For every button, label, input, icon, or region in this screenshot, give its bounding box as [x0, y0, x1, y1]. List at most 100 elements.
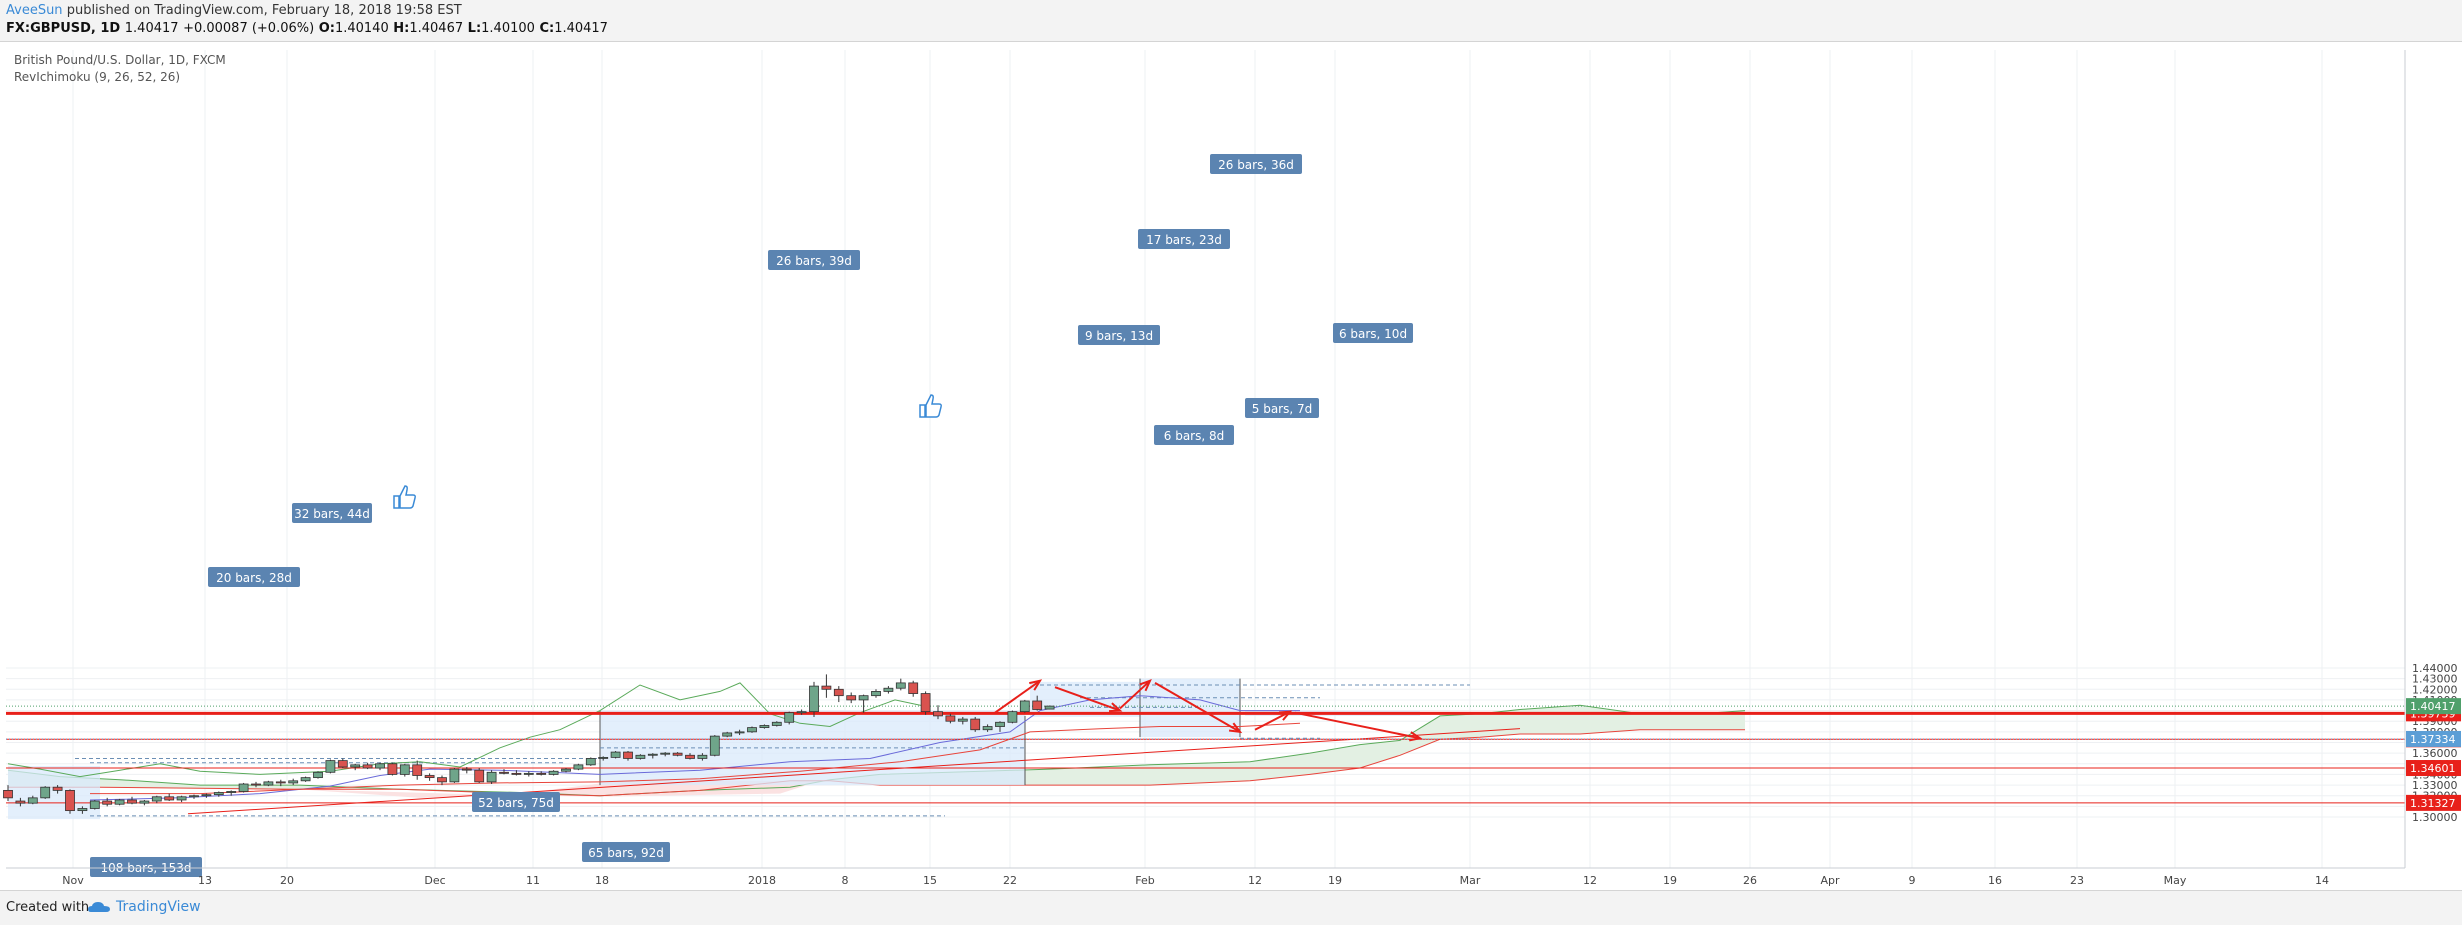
- candle-body: [3, 789, 13, 799]
- candle-body: [970, 718, 981, 731]
- time-tick-label: 26: [1743, 874, 1757, 887]
- candle-body: [858, 695, 869, 701]
- time-tick-label: 14: [2315, 874, 2329, 887]
- range-label-text: 6 bars, 8d: [1164, 429, 1225, 443]
- range-label-text: 32 bars, 44d: [294, 507, 370, 521]
- candle-body: [127, 799, 137, 804]
- author-link[interactable]: AveeSun: [6, 3, 63, 18]
- candle-body: [238, 783, 249, 792]
- cloud-area: [8, 705, 1745, 796]
- time-tick-label: 13: [198, 874, 212, 887]
- candle-body: [275, 781, 286, 784]
- candle-body: [300, 777, 311, 782]
- candle-body: [412, 764, 423, 776]
- time-tick-label: 19: [1328, 874, 1342, 887]
- time-tick-label: 12: [1583, 874, 1597, 887]
- range-label-box: [768, 250, 860, 270]
- tenkan-sen: [89, 695, 1300, 801]
- drawn-arrow-head: [1029, 679, 1043, 691]
- candle-body: [623, 751, 633, 759]
- candle-body: [585, 758, 596, 766]
- candle-body: [325, 760, 336, 773]
- time-tick-label: 2018: [748, 874, 776, 887]
- last-price: 1.40417: [124, 21, 179, 36]
- range-label-box: [472, 792, 560, 812]
- time-tick-label: 20: [280, 874, 294, 887]
- price-tick-label: 1.30000: [2412, 811, 2458, 824]
- time-tick-label: 8: [842, 874, 849, 887]
- candle-body: [437, 777, 447, 783]
- candle-body: [461, 768, 472, 771]
- candle-body: [511, 772, 522, 775]
- candle-body: [263, 781, 274, 786]
- price-tick-label: 1.36000: [2412, 747, 2458, 760]
- time-axis[interactable]: Nov 13 20 Dec 11 18 2018 8 15 22 Feb 12 19 Mar 12 19 26 A…: [62, 874, 2329, 887]
- footer: Created with TradingView: [0, 890, 2462, 925]
- candle-body: [40, 786, 51, 799]
- candle-body: [362, 764, 373, 769]
- price-tag-label: 1.37334: [2410, 733, 2456, 746]
- price-level-tag-label: 1.34601: [2410, 762, 2456, 775]
- candle-body: [15, 800, 26, 804]
- candle-body: [920, 693, 931, 713]
- candle-body: [52, 786, 63, 791]
- date-range-box: [1140, 678, 1240, 738]
- candle-body: [1007, 711, 1018, 723]
- price-level-tag-label: 1.31327: [2410, 797, 2456, 810]
- candle-body: [1019, 700, 1030, 713]
- candle-body: [722, 732, 733, 737]
- candle-body: [424, 775, 435, 779]
- candle-body: [387, 763, 398, 775]
- time-tick-label: 16: [1988, 874, 2002, 887]
- candle-body: [77, 808, 88, 812]
- range-label-text: 26 bars, 39d: [776, 254, 852, 268]
- time-tick-label: Dec: [424, 874, 445, 887]
- chart-background: [0, 42, 2462, 890]
- time-tick-label: Mar: [1460, 874, 1481, 887]
- candle-body: [251, 783, 261, 786]
- candle-body: [176, 796, 187, 801]
- date-range-box: [1030, 681, 1140, 717]
- price-tick-label: 1.44000: [2412, 662, 2458, 675]
- candle-body: [833, 688, 844, 697]
- range-label-box: [1245, 398, 1319, 418]
- price-level-tag: [2406, 794, 2461, 811]
- candles: [3, 674, 1055, 814]
- chart-title: British Pound/U.S. Dollar, 1D, FXCM: [14, 53, 226, 67]
- price-axis[interactable]: 1.440001.430001.420001.410001.400001.390…: [2406, 662, 2461, 824]
- low-label: L:: [467, 21, 482, 36]
- brand-label: TradingView: [116, 899, 201, 915]
- candle-body: [399, 764, 410, 775]
- candle-body: [957, 718, 968, 722]
- time-tick-label: 15: [923, 874, 937, 887]
- drawn-arrow: [1294, 711, 1421, 740]
- candle-body: [375, 763, 385, 769]
- candle-body: [697, 754, 708, 759]
- candle-body: [226, 791, 237, 793]
- candle-body: [164, 796, 175, 801]
- candle-body: [350, 764, 361, 768]
- range-label-box: [582, 842, 670, 862]
- candle-body: [660, 752, 671, 755]
- price-tick-label: 1.42000: [2412, 683, 2458, 696]
- open-label: O:: [318, 21, 335, 36]
- candle-body: [895, 682, 906, 689]
- candle-body: [102, 800, 113, 805]
- publish-line: AveeSun published on TradingView.com, Fe…: [6, 3, 462, 18]
- price-level-tag: [2406, 760, 2461, 777]
- candle-body: [213, 792, 224, 796]
- candle-body: [771, 721, 782, 726]
- drawn-arrow-head: [1228, 722, 1243, 734]
- symbol-label: FX:GBPUSD, 1D: [6, 21, 121, 36]
- candle-body: [449, 768, 460, 783]
- drawn-arrow: [1119, 680, 1151, 710]
- high-label: H:: [393, 21, 410, 36]
- range-label-text: 17 bars, 23d: [1146, 233, 1222, 247]
- range-label-text: 52 bars, 75d: [478, 796, 554, 810]
- tradingview-link[interactable]: TradingView: [88, 899, 201, 915]
- candle-body: [672, 752, 683, 756]
- ohlc-line: FX:GBPUSD, 1D 1.40417 +0.00087 (+0.06%) …: [6, 21, 608, 36]
- time-tick-label: Apr: [1820, 874, 1840, 887]
- time-tick-label: 11: [526, 874, 540, 887]
